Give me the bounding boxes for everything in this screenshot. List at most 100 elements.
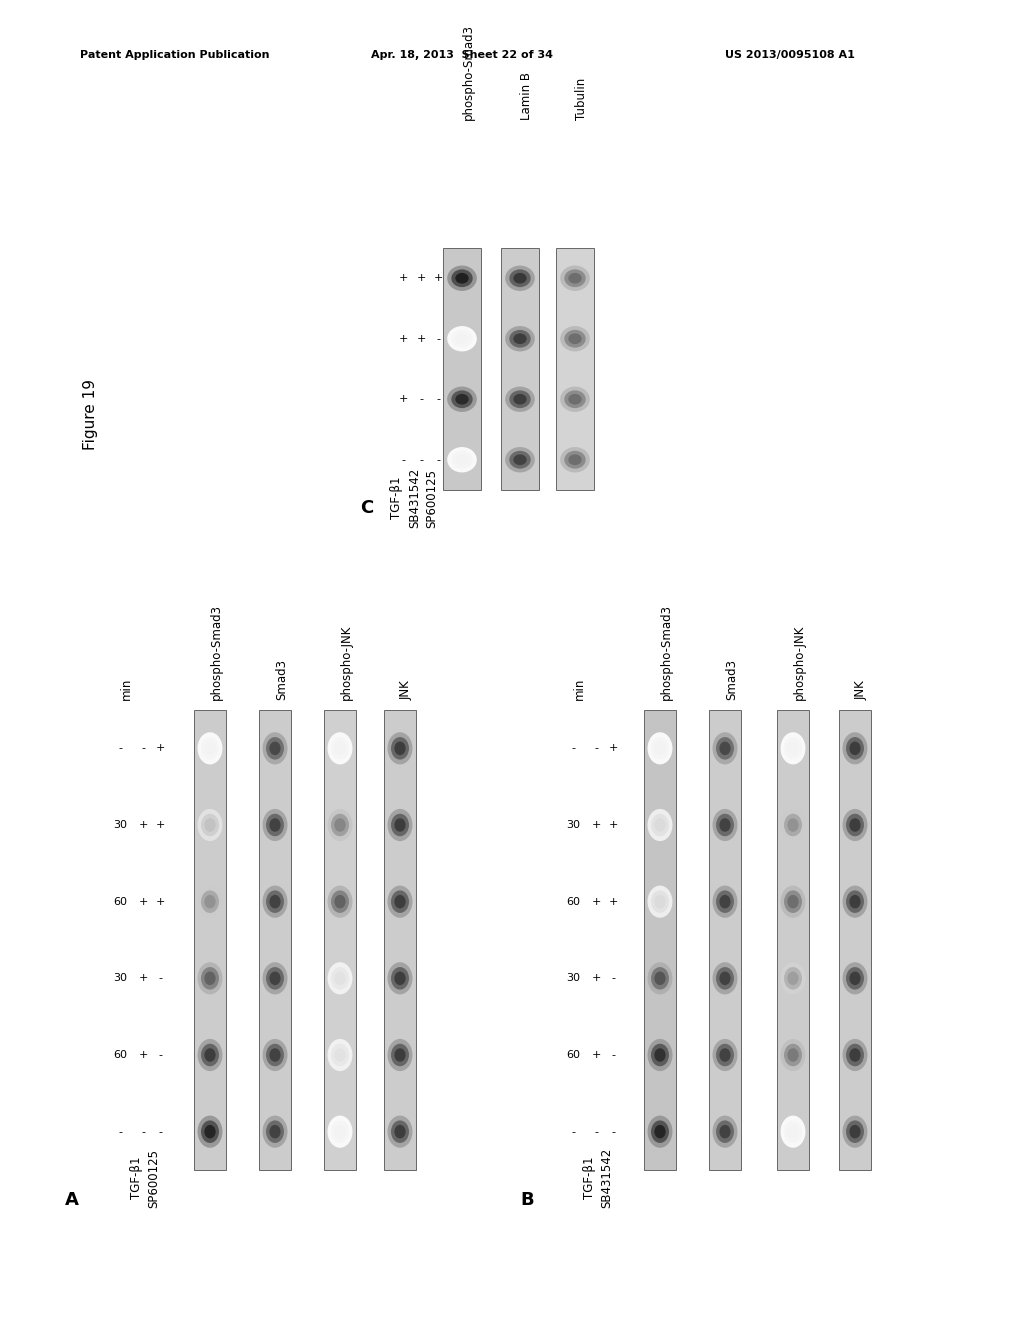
Ellipse shape (849, 895, 860, 908)
Text: C: C (360, 499, 374, 517)
Ellipse shape (846, 737, 864, 759)
Ellipse shape (560, 447, 590, 473)
Text: B: B (520, 1191, 534, 1209)
Text: phospho-Smad3: phospho-Smad3 (210, 605, 223, 700)
Ellipse shape (391, 737, 409, 759)
Ellipse shape (713, 733, 737, 764)
Text: 60: 60 (113, 1049, 127, 1060)
Ellipse shape (513, 393, 526, 405)
Ellipse shape (456, 334, 469, 345)
Ellipse shape (720, 972, 730, 985)
Ellipse shape (513, 334, 526, 345)
Ellipse shape (331, 813, 349, 837)
Ellipse shape (564, 269, 586, 288)
Text: -: - (611, 1127, 615, 1137)
Ellipse shape (262, 733, 288, 764)
Bar (644, 710, 676, 1170)
Ellipse shape (205, 895, 216, 908)
Ellipse shape (205, 1125, 216, 1138)
Ellipse shape (784, 891, 802, 913)
Ellipse shape (849, 1125, 860, 1138)
Text: +: + (156, 743, 165, 754)
Ellipse shape (505, 387, 535, 412)
Text: +: + (138, 820, 147, 830)
Ellipse shape (713, 1115, 737, 1148)
Ellipse shape (269, 742, 281, 755)
Ellipse shape (843, 886, 867, 917)
Text: +: + (398, 395, 408, 404)
Ellipse shape (266, 813, 284, 837)
Text: phospho-JNK: phospho-JNK (793, 624, 806, 700)
Text: Patent Application Publication: Patent Application Publication (80, 50, 269, 59)
Ellipse shape (647, 1039, 673, 1071)
Ellipse shape (391, 1121, 409, 1143)
Text: Tubulin: Tubulin (575, 78, 588, 120)
Text: phospho-JNK: phospho-JNK (340, 624, 353, 700)
Ellipse shape (201, 813, 219, 837)
Ellipse shape (205, 742, 216, 755)
Ellipse shape (780, 1039, 806, 1071)
Ellipse shape (651, 1121, 669, 1143)
Text: +: + (608, 896, 617, 907)
Text: +: + (433, 273, 442, 284)
Ellipse shape (331, 737, 349, 759)
Ellipse shape (205, 972, 216, 985)
Ellipse shape (456, 393, 469, 405)
Text: +: + (156, 820, 165, 830)
Ellipse shape (647, 962, 673, 994)
Ellipse shape (713, 962, 737, 994)
Ellipse shape (647, 733, 673, 764)
Text: Apr. 18, 2013  Sheet 22 of 34: Apr. 18, 2013 Sheet 22 of 34 (371, 50, 553, 59)
Ellipse shape (394, 1125, 406, 1138)
Ellipse shape (394, 1048, 406, 1061)
Ellipse shape (713, 809, 737, 841)
Ellipse shape (452, 391, 473, 408)
Text: -: - (141, 1127, 145, 1137)
Bar (556, 248, 594, 490)
Text: -: - (436, 334, 440, 343)
Ellipse shape (269, 895, 281, 908)
Text: +: + (417, 273, 426, 284)
Ellipse shape (846, 891, 864, 913)
Ellipse shape (452, 330, 473, 347)
Ellipse shape (201, 891, 219, 913)
Text: +: + (398, 273, 408, 284)
Text: -: - (594, 743, 598, 754)
Bar (709, 710, 741, 1170)
Text: phospho-Smad3: phospho-Smad3 (660, 605, 673, 700)
Ellipse shape (331, 1044, 349, 1067)
Text: +: + (138, 896, 147, 907)
Ellipse shape (780, 809, 806, 841)
Ellipse shape (262, 809, 288, 841)
Ellipse shape (651, 1044, 669, 1067)
Ellipse shape (716, 1044, 734, 1067)
Ellipse shape (391, 968, 409, 990)
Ellipse shape (784, 737, 802, 759)
Ellipse shape (509, 330, 530, 347)
Text: +: + (591, 1049, 601, 1060)
Text: -: - (158, 1049, 162, 1060)
Ellipse shape (843, 1115, 867, 1148)
Text: A: A (65, 1191, 79, 1209)
Ellipse shape (651, 737, 669, 759)
Text: min: min (573, 677, 586, 700)
Ellipse shape (846, 968, 864, 990)
Ellipse shape (269, 1048, 281, 1061)
Text: TGF-β1: TGF-β1 (130, 1156, 143, 1200)
Ellipse shape (720, 818, 730, 832)
Text: -: - (158, 1127, 162, 1137)
Ellipse shape (269, 818, 281, 832)
Ellipse shape (452, 451, 473, 469)
Bar (324, 710, 356, 1170)
Ellipse shape (713, 1039, 737, 1071)
Ellipse shape (331, 1121, 349, 1143)
Text: -: - (571, 1127, 575, 1137)
Text: min: min (120, 677, 133, 700)
Ellipse shape (456, 454, 469, 465)
Text: phospho-Smad3: phospho-Smad3 (462, 24, 475, 120)
Text: JNK: JNK (400, 680, 413, 700)
Ellipse shape (201, 1121, 219, 1143)
Ellipse shape (391, 1044, 409, 1067)
Bar (501, 248, 539, 490)
Ellipse shape (568, 334, 582, 345)
